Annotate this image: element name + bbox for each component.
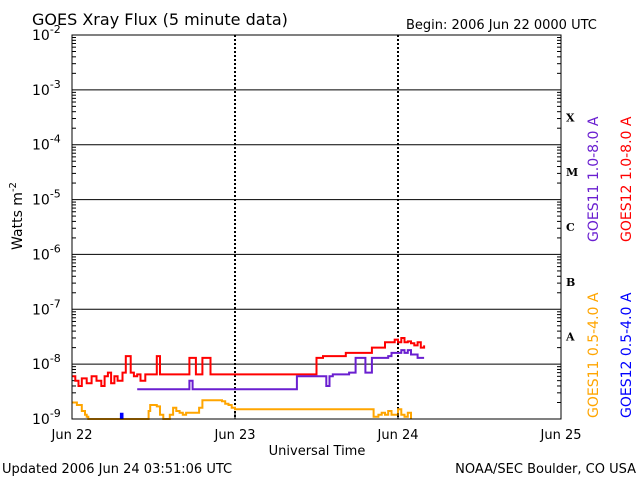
y-tick-label: 10-7: [32, 297, 61, 318]
series-line-3: [119, 412, 124, 419]
plot-frame: [71, 34, 562, 420]
flare-class-C: C: [566, 221, 575, 234]
x-axis-label: Universal Time: [269, 444, 366, 459]
legend-entry-0: GOES11 1.0-8.0 A: [586, 116, 602, 242]
x-tick-labels: Jun 22 Jun 23 Jun 24 Jun 25: [51, 413, 582, 443]
x-tick-label: Jun 22: [51, 428, 93, 443]
y-tick-label: 10-5: [32, 188, 61, 209]
flare-class-M: M: [566, 166, 578, 179]
y-tick-label: 10-2: [32, 23, 61, 44]
y-tick-label: 10-3: [32, 78, 61, 99]
day-separator-lines: [234, 35, 399, 419]
legend-entry-1: GOES12 1.0-8.0 A: [619, 116, 635, 242]
legend-entry-3: GOES12 0.5-4.0 A: [619, 292, 635, 418]
y-tick-labels: 10-9 10-8 10-7 10-6 10-5 10-4 10-3 10-2: [32, 23, 61, 428]
y-axis-label-exponent: -2: [8, 182, 19, 192]
series-line-0: [72, 337, 426, 387]
flare-class-labels: A B C M X: [565, 111, 578, 343]
begin-date: Begin: 2006 Jun 22 0000 UTC: [406, 18, 597, 33]
x-tick-label: Jun 25: [540, 428, 582, 443]
x-tick-label: Jun 24: [377, 428, 419, 443]
legend: GOES11 1.0-8.0 A GOES12 1.0-8.0 A GOES11 0…: [586, 116, 635, 418]
y-tick-label: 10-8: [32, 352, 61, 373]
y-tick-label: 10-9: [32, 407, 61, 428]
y-tick-label: 10-6: [32, 242, 61, 263]
x-tick-label: Jun 23: [214, 428, 256, 443]
flare-class-X: X: [566, 111, 575, 124]
chart-title: GOES Xray Flux (5 minute data): [32, 10, 288, 29]
flare-class-B: B: [566, 276, 575, 289]
credit: NOAA/SEC Boulder, CO USA: [455, 462, 636, 477]
y-axis-label-text: Watts m: [10, 192, 26, 250]
updated-timestamp: Updated 2006 Jun 24 03:51:06 UTC: [2, 462, 232, 477]
y-tick-label: 10-4: [32, 133, 61, 154]
legend-entry-2: GOES11 0.5-4.0 A: [586, 292, 602, 418]
flare-class-A: A: [565, 331, 575, 344]
svg-text:Watts m-2: Watts m-2: [8, 182, 26, 250]
series-layer: [72, 337, 426, 420]
series-line-2: [72, 399, 412, 420]
series-line-1: [137, 349, 425, 391]
y-axis-label: Watts m-2: [8, 182, 26, 250]
